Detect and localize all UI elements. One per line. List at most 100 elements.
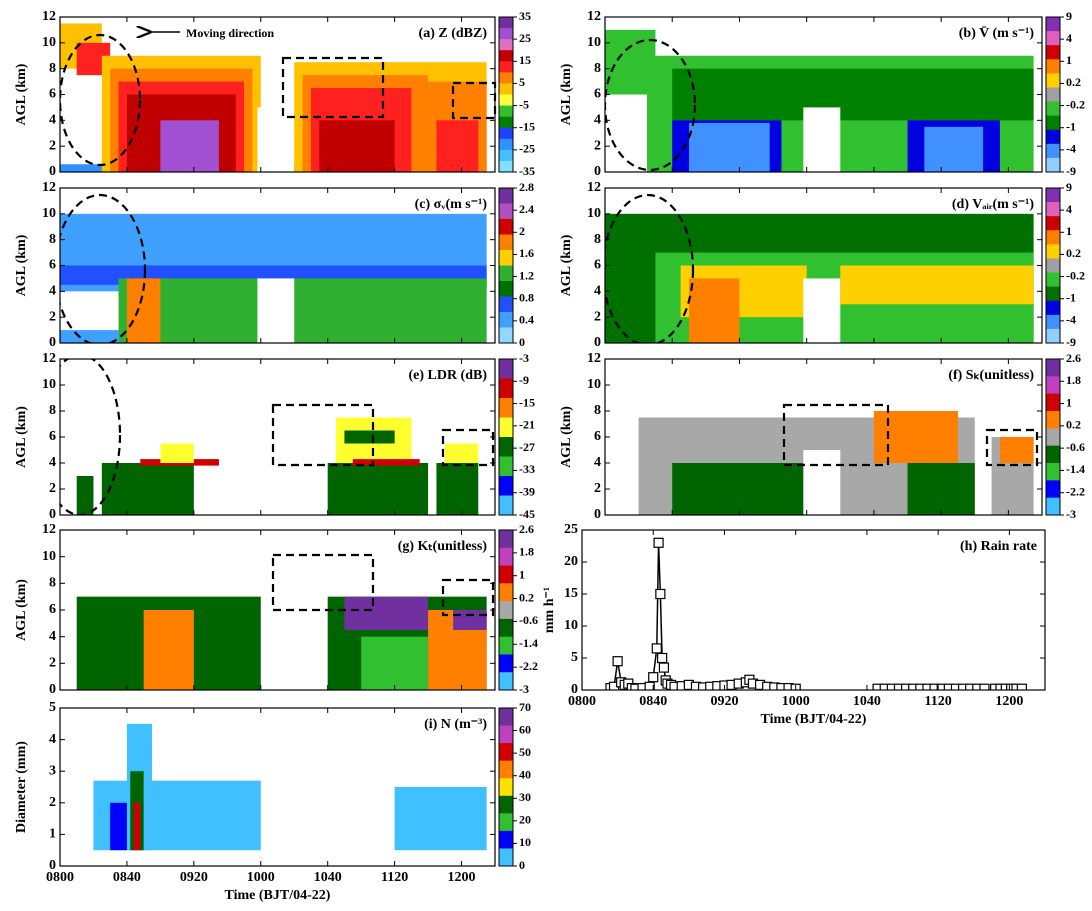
colorbar-tick-label: 1 bbox=[1066, 395, 1072, 409]
colorbar-tick-label: -2.2 bbox=[1066, 484, 1085, 498]
echo-region bbox=[873, 411, 958, 463]
colorbar-band bbox=[499, 72, 513, 84]
x-tick-label: 0840 bbox=[113, 870, 141, 885]
colorbar-band bbox=[499, 138, 513, 151]
y-tick-label: 6 bbox=[49, 87, 56, 102]
colorbar-tick-label: -1 bbox=[1066, 290, 1076, 304]
y-tick-label: 6 bbox=[594, 87, 601, 102]
y-tick-label: 0 bbox=[594, 335, 601, 350]
colorbar-band bbox=[499, 327, 513, 344]
colorbar-band bbox=[1046, 300, 1060, 316]
colorbar-tick-label: -33 bbox=[519, 462, 535, 476]
plot-area bbox=[60, 23, 487, 172]
y-tick-label: 4 bbox=[49, 455, 56, 470]
colorbar-tick-label: -4 bbox=[1066, 142, 1076, 156]
y-axis-label: AGL (km) bbox=[14, 234, 29, 296]
colorbar-frame bbox=[498, 187, 514, 344]
echo-region bbox=[160, 120, 219, 172]
colorbar-band bbox=[499, 296, 513, 313]
y-tick-label: 6 bbox=[594, 258, 601, 273]
dashed-box bbox=[985, 428, 1039, 467]
colorbar-band bbox=[499, 760, 513, 779]
dashed-circle bbox=[60, 359, 122, 515]
colorbar-band bbox=[499, 618, 513, 638]
echo-region bbox=[999, 437, 1034, 463]
y-tick-label: 8 bbox=[49, 403, 56, 418]
rain-marker bbox=[653, 537, 664, 548]
colorbar-band bbox=[1046, 428, 1060, 447]
y-tick-label: 2 bbox=[594, 138, 601, 153]
colorbar-tick-label: 60 bbox=[519, 722, 531, 736]
y-tick-label: 10 bbox=[587, 206, 601, 221]
colorbar-tick-label: -5 bbox=[519, 97, 529, 111]
colorbar-frame bbox=[1045, 187, 1061, 344]
y-axis-label: AGL (km) bbox=[559, 63, 574, 125]
colorbar-tick-label: 9 bbox=[1066, 9, 1072, 23]
colorbar-tick-label: 35 bbox=[519, 9, 531, 23]
y-tick-label: 10 bbox=[42, 206, 56, 221]
dashed-box bbox=[441, 578, 495, 617]
y-tick-label: 20 bbox=[564, 554, 578, 569]
colorbar-band bbox=[1046, 129, 1060, 145]
echo-region bbox=[352, 459, 420, 466]
colorbar-tick-label: -3 bbox=[1066, 507, 1076, 521]
colorbar-tick-label: -9 bbox=[1066, 335, 1076, 349]
panel: -3 -9 -15 -21 -27 -33 -39 -45 0 2 4 6 8 10 12 AGL (km) (… bbox=[14, 351, 535, 522]
colorbar-band bbox=[1046, 314, 1060, 330]
echo-region bbox=[133, 802, 141, 851]
x-tick-label: 0920 bbox=[180, 870, 208, 885]
x-tick-label: 1200 bbox=[995, 694, 1023, 709]
colorbar-tick-label: -39 bbox=[519, 484, 535, 498]
colorbar-tick-label: 15 bbox=[519, 53, 531, 67]
colorbar-band bbox=[499, 725, 513, 744]
colorbar-tick-label: -1.4 bbox=[519, 636, 538, 650]
echo-region bbox=[803, 278, 841, 343]
colorbar-tick-label: -0.2 bbox=[1066, 97, 1085, 111]
colorbar-tick-label: -1.4 bbox=[1066, 462, 1085, 476]
panel: 2.6 1.8 1 0.2 -0.6 -1.4 -2.2 -3 0 2 4 6 8 10 12 AGL (km… bbox=[559, 351, 1085, 522]
y-tick-label: 4 bbox=[594, 455, 601, 470]
colorbar-tick-label: 0.2 bbox=[519, 590, 534, 604]
y-tick-label: 12 bbox=[587, 351, 601, 366]
colorbar-tick-label: 1.2 bbox=[519, 268, 534, 282]
colorbar-tick-label: -4 bbox=[1066, 313, 1076, 327]
panel: 2.6 1.8 1 0.2 -0.6 -1.4 -2.2 -3 0 2 4 6 8 10 12 AGL (km… bbox=[14, 522, 538, 697]
colorbar-band bbox=[499, 636, 513, 655]
y-tick-label: 12 bbox=[42, 180, 56, 195]
colorbar-band bbox=[1046, 411, 1060, 429]
y-axis-label: AGL (km) bbox=[559, 406, 574, 468]
colorbar-tick-label: 5 bbox=[519, 75, 525, 89]
y-tick-label: 0 bbox=[594, 507, 601, 522]
y-tick-label: 12 bbox=[587, 9, 601, 24]
colorbar-band bbox=[1046, 230, 1060, 245]
plot-area bbox=[605, 29, 1034, 172]
colorbar-tick-label: 0.2 bbox=[1066, 418, 1081, 432]
y-tick-label: 5 bbox=[49, 700, 56, 715]
y-tick-label: 4 bbox=[594, 113, 601, 128]
panel-title: (h) Rain rate bbox=[960, 539, 1037, 554]
colorbar-band bbox=[1046, 244, 1060, 259]
echo-region bbox=[327, 463, 429, 515]
colorbar-tick-label: -45 bbox=[519, 507, 535, 521]
rain-marker bbox=[657, 652, 668, 664]
panel: 2.8 2.4 2 1.6 1.2 0.8 0.4 0 0 2 4 6 8 10 12 AGL (km) (c)… bbox=[14, 180, 534, 350]
x-tick-label: 0840 bbox=[639, 694, 667, 709]
echo-region bbox=[689, 122, 770, 172]
colorbar-band bbox=[1046, 376, 1060, 395]
dashed-box bbox=[271, 403, 375, 467]
y-tick-label: 0 bbox=[49, 164, 56, 179]
panel-title: (i) N (m⁻³) bbox=[424, 717, 487, 732]
colorbar-band bbox=[499, 398, 513, 418]
y-tick-label: 10 bbox=[564, 618, 578, 633]
rain-marker bbox=[651, 643, 662, 654]
echo-region bbox=[344, 430, 395, 444]
plot-area bbox=[638, 411, 1034, 515]
echo-region bbox=[444, 443, 479, 463]
colorbar-tick-label: 1 bbox=[519, 567, 525, 581]
y-tick-label: 1 bbox=[49, 827, 56, 842]
plot-area bbox=[76, 596, 487, 690]
x-tick-label: 0800 bbox=[46, 870, 74, 885]
y-tick-label: 12 bbox=[42, 522, 56, 537]
dashed-box bbox=[441, 428, 495, 467]
